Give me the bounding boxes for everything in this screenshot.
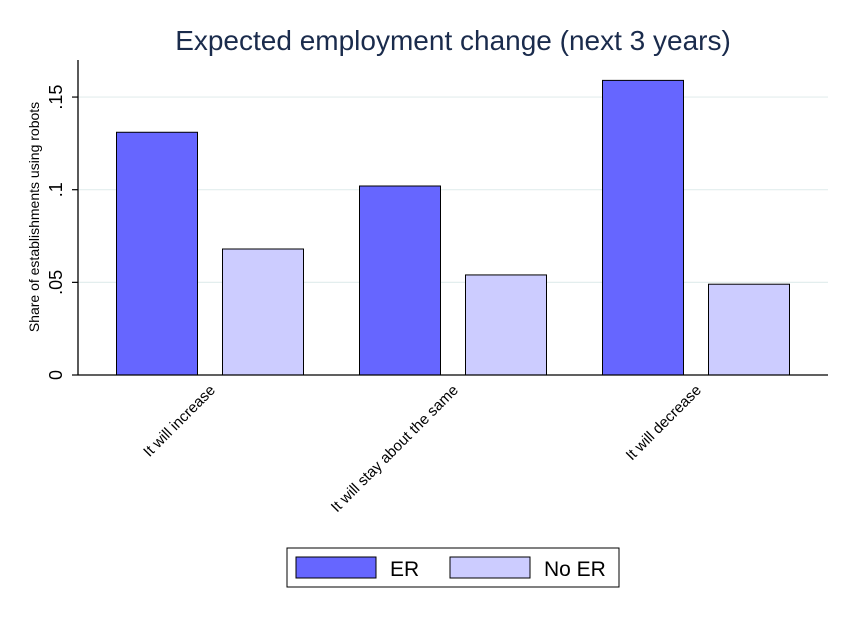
y-tick-label: .1	[46, 182, 66, 197]
y-tick-label: .05	[46, 270, 66, 295]
bar-no-er	[222, 248, 304, 376]
chart-title: Expected employment change (next 3 years…	[175, 25, 731, 56]
y-axis-label: Share of establishments using robots	[26, 102, 42, 332]
legend: ER No ER	[286, 547, 620, 588]
bar-er	[359, 185, 441, 376]
y-tick-label: .15	[46, 85, 66, 110]
bar-no-er	[465, 274, 547, 376]
legend-swatch-no-er	[449, 556, 531, 579]
legend-swatch-er	[295, 556, 377, 579]
bar-no-er	[708, 283, 790, 376]
bar-er	[602, 79, 684, 376]
legend-label-er: ER	[390, 558, 419, 581]
bar-er	[116, 131, 198, 376]
bars	[116, 79, 790, 376]
legend-label-no-er: No ER	[544, 558, 606, 581]
y-tick-label: 0	[46, 370, 66, 380]
gridlines	[78, 96, 828, 283]
